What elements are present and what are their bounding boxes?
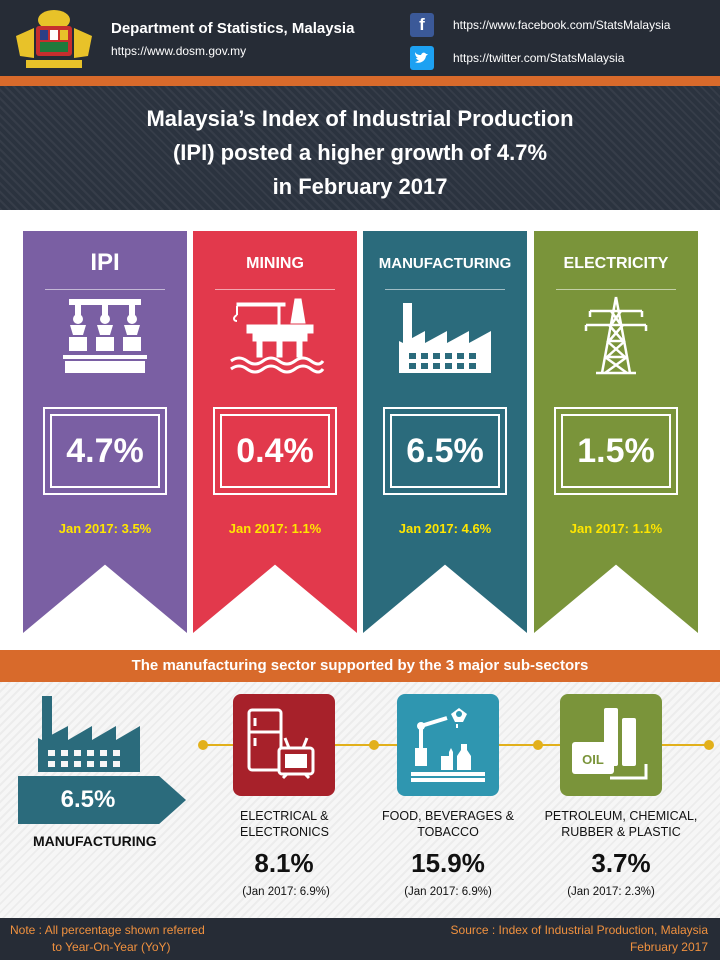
card-ipi-value: 4.7% <box>50 414 160 488</box>
subsector-electrical-value: 8.1% <box>254 848 314 878</box>
subsector-petroleum-name-line2: RUBBER & PLASTIC <box>561 825 681 839</box>
oil-rig-icon <box>230 298 325 374</box>
card-electricity-label: ELECTRICITY <box>563 255 669 272</box>
title-band: Malaysia’s Index of Industrial Productio… <box>0 86 720 210</box>
card-ipi-value-frame: 4.7% <box>43 407 167 495</box>
indicator-cards: IPI 4.7% Jan 2017: 3.5% MINING <box>0 210 720 650</box>
connector-dot <box>369 740 379 750</box>
factory-icon <box>399 303 491 373</box>
bottling-machine-icon <box>397 694 499 796</box>
subsector-electrical-name: ELECTRICAL & ELECTRONICS <box>204 808 364 840</box>
card-ipi: IPI 4.7% Jan 2017: 3.5% <box>23 231 187 633</box>
divider <box>385 289 505 290</box>
card-manufacturing-previous: Jan 2017: 4.6% <box>398 521 492 536</box>
subsector-food-name-line2: TOBACCO <box>417 825 479 839</box>
subsector-petroleum-name-line1: PETROLEUM, CHEMICAL, <box>544 809 698 823</box>
divider <box>556 289 676 290</box>
subsector-electrical-name-line1: ELECTRICAL & <box>240 809 329 823</box>
robotic-arms-icon <box>63 299 147 373</box>
factory-icon <box>38 696 140 772</box>
footer-source-line2: February 2017 <box>629 940 708 954</box>
card-mining-value: 0.4% <box>220 414 330 488</box>
department-website-link[interactable]: https://www.dosm.gov.my <box>111 44 247 58</box>
department-name: Department of Statistics, Malaysia <box>111 20 355 37</box>
power-tower-icon <box>584 296 648 375</box>
card-mining-value-frame: 0.4% <box>213 407 337 495</box>
facebook-icon[interactable]: f <box>410 13 434 37</box>
appliances-icon <box>233 694 335 796</box>
headline-line-3: in February 2017 <box>272 174 448 199</box>
card-manufacturing-value: 6.5% <box>390 414 500 488</box>
manufacturing-label: MANUFACTURING <box>33 833 157 849</box>
card-mining: MINING 0.4% Jan 2017: 1.1% <box>193 231 357 633</box>
card-manufacturing-value-frame: 6.5% <box>383 407 507 495</box>
card-manufacturing: MANUFACTURING 6.5% Jan 2017: 4.6% <box>363 231 527 633</box>
subsector-petroleum-previous: (Jan 2017: 2.3%) <box>567 886 655 898</box>
divider <box>45 289 165 290</box>
subsector-food-previous: (Jan 2017: 6.9%) <box>404 886 492 898</box>
connector-dot <box>533 740 543 750</box>
footer-source-line1: Source : Index of Industrial Production,… <box>450 923 708 937</box>
manufacturing-value: 6.5% <box>18 776 186 824</box>
footer-bar <box>0 918 720 960</box>
card-electricity-value-frame: 1.5% <box>554 407 678 495</box>
subsector-food-name-line1: FOOD, BEVERAGES & <box>382 809 514 823</box>
connector-dot <box>704 740 714 750</box>
subsector-header: The manufacturing sector supported by th… <box>131 657 589 674</box>
subsector-petroleum-value: 3.7% <box>591 848 651 878</box>
headline-line-1: Malaysia’s Index of Industrial Productio… <box>146 106 574 131</box>
coat-of-arms-icon <box>16 10 92 68</box>
subsector-electrical-previous: (Jan 2017: 6.9%) <box>242 886 330 898</box>
twitter-icon[interactable] <box>410 46 434 70</box>
twitter-link[interactable]: https://twitter.com/StatsMalaysia <box>453 51 625 65</box>
facebook-link[interactable]: https://www.facebook.com/StatsMalaysia <box>453 18 671 32</box>
card-mining-previous: Jan 2017: 1.1% <box>228 521 322 536</box>
connector-dot <box>198 740 208 750</box>
subsector-petroleum-name: PETROLEUM, CHEMICAL, RUBBER & PLASTIC <box>541 808 701 840</box>
card-ipi-label: IPI <box>90 249 120 276</box>
footer-note-line1: Note : All percentage shown referred <box>10 923 205 937</box>
card-manufacturing-label: MANUFACTURING <box>378 255 512 272</box>
card-ipi-previous: Jan 2017: 3.5% <box>58 521 152 536</box>
headline-line-2: (IPI) posted a higher growth of 4.7% <box>172 140 548 165</box>
divider <box>215 289 335 290</box>
footer-note-line2: to Year-On-Year (YoY) <box>52 940 171 954</box>
subsector-food-name: FOOD, BEVERAGES & TOBACCO <box>368 808 528 840</box>
card-electricity-previous: Jan 2017: 1.1% <box>569 521 663 536</box>
oil-label: OIL <box>582 752 604 767</box>
subsector-food-value: 15.9% <box>411 848 485 878</box>
header-accent-strip <box>0 76 720 86</box>
subsector-header-bar: The manufacturing sector supported by th… <box>0 650 720 682</box>
oil-tank-icon: OIL <box>560 694 662 796</box>
header-bar: Department of Statistics, Malaysia https… <box>0 0 720 76</box>
subsector-electrical-name-line2: ELECTRONICS <box>240 825 329 839</box>
card-mining-label: MINING <box>246 255 304 272</box>
card-electricity-value: 1.5% <box>561 414 671 488</box>
card-electricity: ELECTRICITY 1.5% Jan 2017: 1.1% <box>534 231 698 633</box>
